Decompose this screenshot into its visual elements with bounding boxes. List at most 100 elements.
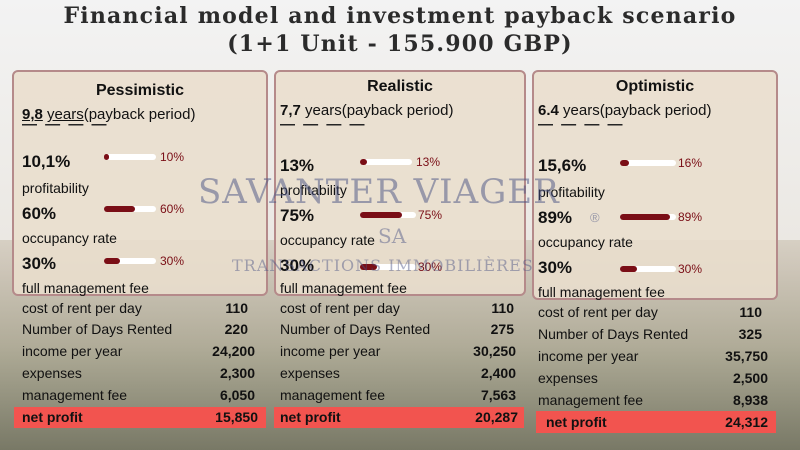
row-label: income per year <box>22 343 123 359</box>
row-value: 35,750 <box>725 348 768 364</box>
row-label: management fee <box>538 392 644 408</box>
occupancy-label: occupancy rate <box>280 232 375 248</box>
row-value: 110 <box>739 304 762 320</box>
payback-dash: — — — — <box>538 116 625 133</box>
net-profit-value: 20,287 <box>475 409 518 425</box>
management-value: 30% <box>538 258 573 277</box>
row-label: cost of rent per day <box>22 300 142 316</box>
row-value: 110 <box>225 300 248 316</box>
watermark-sa: SA <box>378 224 407 248</box>
scenario-title: Pessimistic <box>95 82 185 99</box>
profitability-label: profitability <box>538 184 605 200</box>
payback-label: (payback period) <box>341 102 454 119</box>
net-profit-value: 24,312 <box>725 414 768 430</box>
profitability-bar-fill <box>104 154 110 160</box>
profitability-bar-fill <box>620 160 629 166</box>
net-profit-label: net profit <box>22 409 83 425</box>
row-value: 30,250 <box>473 343 516 359</box>
row-label: management fee <box>280 387 386 403</box>
payback-label: (payback period) <box>599 102 712 119</box>
row-value: 275 <box>490 321 514 337</box>
row-label: management fee <box>22 387 128 403</box>
profitability-percent: 10% <box>160 150 185 164</box>
page-title: Financial model and investment payback s… <box>0 2 800 58</box>
row-value: 2,300 <box>219 365 255 381</box>
payback-line: 6.4 years(payback period) <box>538 102 711 119</box>
management-label: full management fee <box>538 284 665 300</box>
occupancy-bar <box>360 212 416 218</box>
profitability-label: profitability <box>22 180 89 196</box>
profitability-bar <box>360 159 412 165</box>
occupancy-bar <box>104 206 156 212</box>
net-profit-label: net profit <box>280 409 341 425</box>
payback-dash: — — — — <box>280 116 367 133</box>
payback-unit: years <box>305 102 342 119</box>
management-bar <box>104 258 156 264</box>
watermark-subtitle: TRANSACTIONS IMMOBILIÈRES <box>232 256 534 275</box>
scenario-title: Optimistic <box>615 78 695 95</box>
watermark-logo-text: SAVANTER VIAGER <box>198 172 560 212</box>
row-value: 2,500 <box>732 370 768 386</box>
management-percent: 30% <box>418 260 443 274</box>
management-bar-fill <box>104 258 120 264</box>
row-value: 24,200 <box>212 343 255 359</box>
occupancy-label: occupancy rate <box>538 234 633 250</box>
occupancy-percent: 89% <box>678 210 703 224</box>
profitability-bar <box>104 154 156 160</box>
occupancy-bar-fill <box>360 212 402 218</box>
payback-value: 9,8 <box>22 106 43 123</box>
management-value: 30% <box>22 254 57 273</box>
payback-unit: years <box>47 106 84 123</box>
title-line-2: (1+1 Unit - 155.900 GBP) <box>227 31 573 57</box>
scenario-panel-optimistic: Optimistic 6.4 years(payback period) — —… <box>532 70 778 300</box>
row-label: income per year <box>538 348 639 364</box>
net-profit-label: net profit <box>546 414 607 430</box>
occupancy-value: 75% <box>280 206 315 225</box>
occupancy-value: 60% <box>22 204 57 223</box>
row-label: Number of Days Rented <box>280 321 431 337</box>
occupancy-label: occupancy rate <box>22 230 117 246</box>
occupancy-percent: 75% <box>418 208 443 222</box>
row-value: 8,938 <box>732 392 768 408</box>
management-label: full management fee <box>22 280 149 296</box>
row-label: expenses <box>280 365 340 381</box>
net-profit-bar <box>536 411 776 433</box>
row-label: income per year <box>280 343 381 359</box>
row-value: 110 <box>491 300 514 316</box>
watermark-registered-mark: ® <box>590 210 600 225</box>
management-value: 30% <box>280 256 315 275</box>
management-bar-fill <box>620 266 637 272</box>
row-value: 2,400 <box>480 365 516 381</box>
occupancy-percent: 60% <box>160 202 185 216</box>
occupancy-value: 89% <box>538 208 573 227</box>
row-label: cost of rent per day <box>280 300 400 316</box>
profitability-bar <box>620 160 676 166</box>
management-label: full management fee <box>280 280 407 296</box>
row-value: 325 <box>738 326 762 342</box>
profitability-label: profitability <box>280 182 347 198</box>
management-percent: 30% <box>160 254 185 268</box>
profitability-percent: 16% <box>678 156 703 170</box>
management-bar-fill <box>360 264 377 270</box>
profitability-percent: 13% <box>416 155 441 169</box>
management-bar <box>620 266 676 272</box>
profitability-bar-fill <box>360 159 367 165</box>
row-label: expenses <box>538 370 598 386</box>
payback-line: 9,8 years(payback period) <box>22 106 195 123</box>
occupancy-bar-fill <box>620 214 670 220</box>
management-percent: 30% <box>678 262 703 276</box>
profitability-value: 15,6% <box>538 156 587 175</box>
management-bar <box>360 264 416 270</box>
profitability-value: 10,1% <box>22 152 71 171</box>
payback-dash: — — — — <box>22 116 109 133</box>
row-label: cost of rent per day <box>538 304 658 320</box>
row-value: 220 <box>224 321 248 337</box>
net-profit-value: 15,850 <box>215 409 258 425</box>
scenario-panel-pessimistic: Pessimistic 9,8 years(payback period) — … <box>12 70 268 296</box>
payback-label: (payback period) <box>83 106 196 123</box>
title-line-1: Financial model and investment payback s… <box>63 3 737 29</box>
occupancy-bar <box>620 214 676 220</box>
payback-unit: years <box>563 102 600 119</box>
net-profit-bar <box>274 407 524 428</box>
scenario-title: Realistic <box>367 78 433 95</box>
